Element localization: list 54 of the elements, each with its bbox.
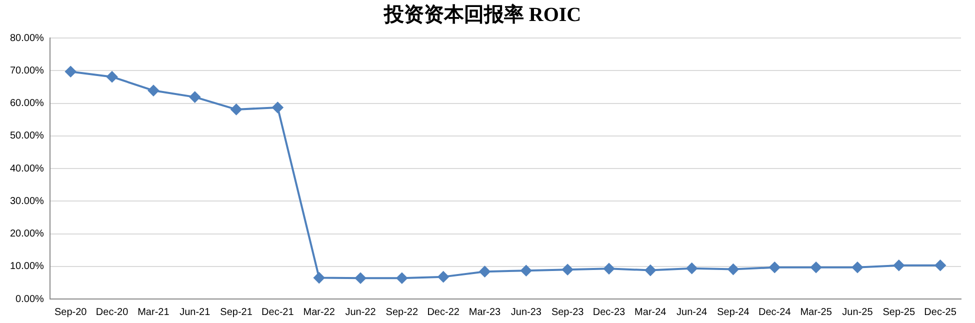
point [230,104,242,115]
x-tick-label: Dec-20 [96,306,129,318]
x-tick-label: Jun-21 [180,306,211,318]
y-tick-label: 10.00% [10,261,44,272]
y-tick-label: 0.00% [16,294,44,305]
y-tick-label: 80.00% [10,32,44,44]
point [728,264,739,275]
point [934,260,946,271]
x-tick-label: Mar-23 [468,306,502,318]
point [479,266,490,278]
y-tick-label: 20.00% [10,228,44,240]
y-tick-label: 60.00% [10,98,44,109]
y-tick-label: 50.00% [10,130,44,142]
point [396,272,408,284]
x-tick-label: Mar-22 [303,306,336,318]
x-tick-label: Sep-25 [882,306,916,318]
point [769,262,780,273]
x-tick-label: Sep-22 [386,306,418,318]
point [562,264,574,276]
point [355,272,366,284]
x-tick-label: Sep-23 [551,306,584,318]
x-tick-label: Jun-24 [676,306,708,318]
point [603,263,614,274]
x-tick-label: Jun-23 [510,306,542,318]
point [106,71,118,82]
x-tick-label: Dec-24 [758,306,792,318]
point [644,264,656,276]
point [272,102,284,113]
x-tick-label: Jun-22 [345,306,376,318]
point [189,92,200,103]
y-tick-label: 40.00% [10,163,44,174]
x-tick-label: Mar-24 [634,306,667,318]
x-tick-label: Sep-24 [717,306,750,318]
x-tick-label: Dec-22 [427,306,460,318]
x-tick-label: Mar-21 [138,306,170,318]
point [852,262,863,273]
point [148,85,159,96]
x-tick-label: Sep-20 [54,306,88,318]
x-tick-label: Mar-25 [800,306,832,318]
chart-title: 投资资本回报率 ROIC [382,3,582,26]
point [65,66,76,78]
x-tick-label: Dec-23 [592,306,626,318]
x-tick-label: Dec-25 [924,306,957,318]
x-tick-label: Dec-21 [262,306,294,318]
point [438,271,449,282]
point [810,262,822,273]
y-tick-label: 70.00% [10,65,44,76]
point [893,260,904,271]
x-tick-label: Sep-21 [220,306,253,318]
point [520,265,532,276]
point [686,262,698,274]
x-tick-label: Jun-25 [842,306,874,318]
point [314,272,325,284]
y-tick-label: 30.00% [10,196,44,207]
